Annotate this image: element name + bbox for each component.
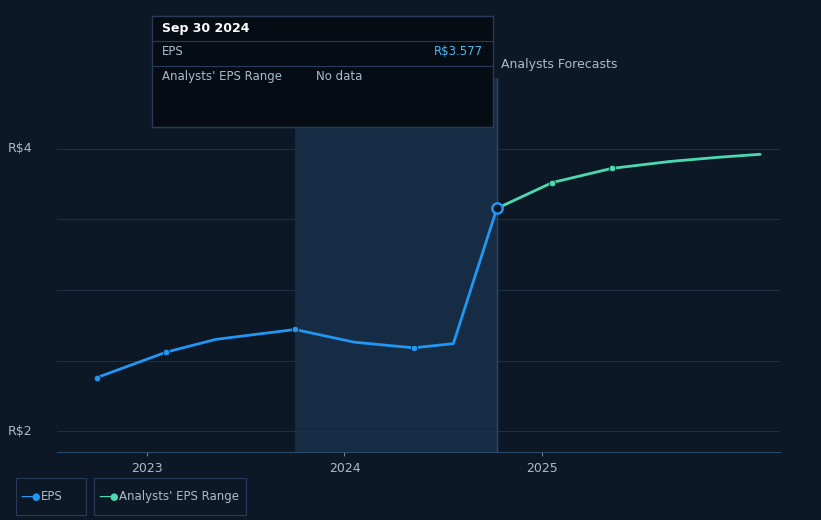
Point [90,373,103,382]
Point [288,326,301,334]
Point [490,204,503,213]
Text: Analysts' EPS Range: Analysts' EPS Range [162,70,282,83]
Point [546,178,559,187]
Point [160,348,173,356]
Text: R$3.577: R$3.577 [433,45,483,58]
Bar [295,78,497,452]
Text: No data: No data [316,70,362,83]
Text: ●: ● [31,491,39,502]
Point [490,204,503,213]
Text: Analysts Forecasts: Analysts Forecasts [501,58,617,71]
Point [605,164,618,173]
Text: Sep 30 2024: Sep 30 2024 [162,22,250,35]
Text: —: — [99,489,114,504]
Text: Actual: Actual [454,58,493,71]
Text: ●: ● [109,491,117,502]
Text: R$4: R$4 [7,142,32,155]
Text: Analysts' EPS Range: Analysts' EPS Range [119,490,239,503]
Text: EPS: EPS [162,45,183,58]
Text: EPS: EPS [41,490,62,503]
Text: R$2: R$2 [7,425,32,438]
Text: —: — [21,489,36,504]
Point [407,344,420,352]
